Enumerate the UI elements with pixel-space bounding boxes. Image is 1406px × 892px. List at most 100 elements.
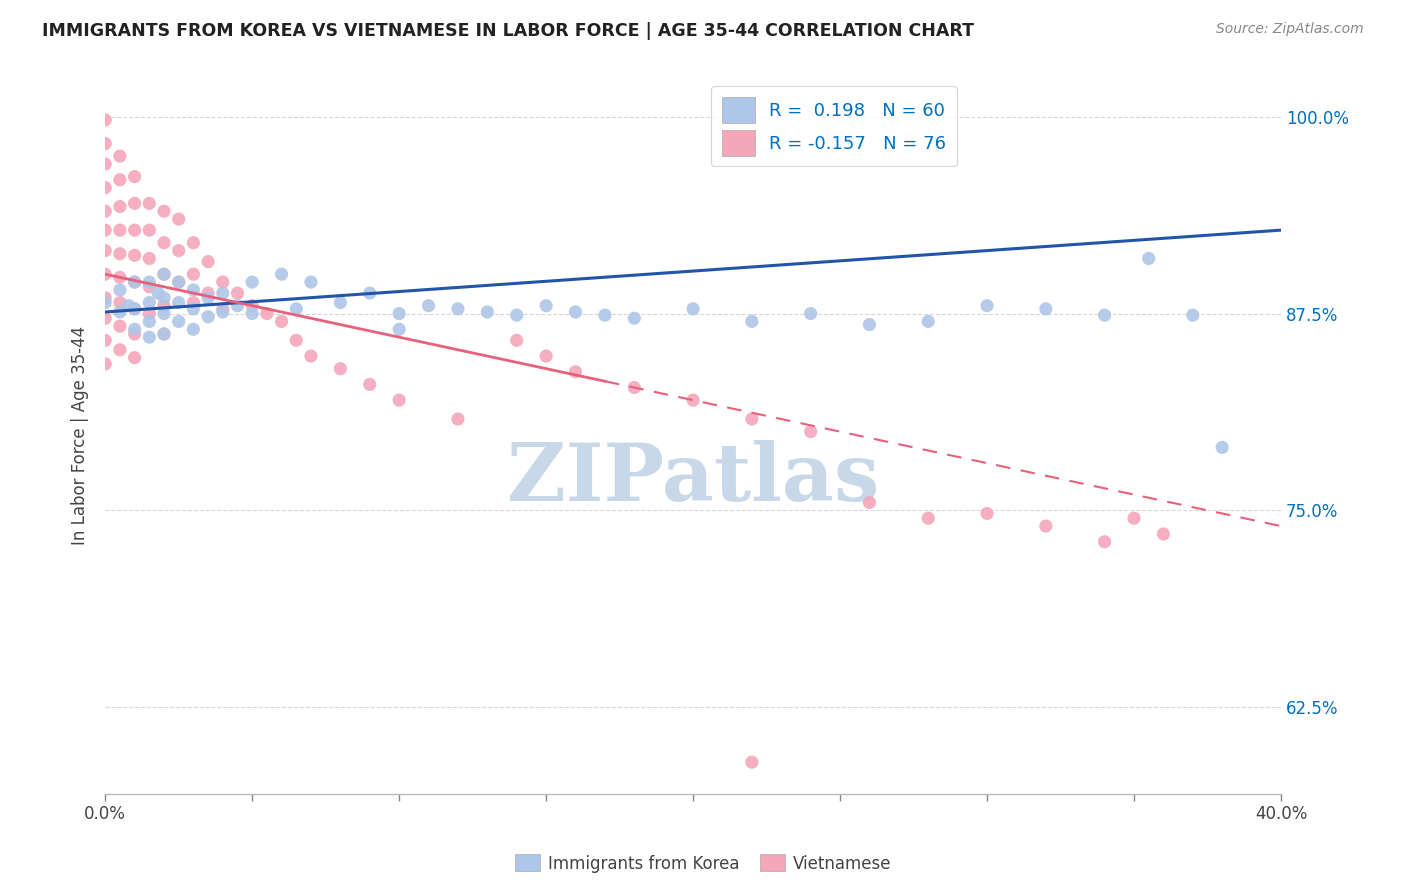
Point: [108, 305, 131, 319]
Point: [534, 299, 557, 313]
Point: [138, 295, 160, 310]
Legend: Immigrants from Korea, Vietnamese: Immigrants from Korea, Vietnamese: [508, 847, 898, 880]
Point: [506, 334, 529, 348]
Point: [94, 223, 117, 237]
Point: [94, 295, 117, 310]
Point: [108, 270, 131, 285]
Point: [153, 307, 176, 321]
Text: Source: ZipAtlas.com: Source: ZipAtlas.com: [1216, 22, 1364, 37]
Point: [124, 322, 146, 336]
Point: [1035, 301, 1057, 316]
Point: [623, 311, 645, 326]
Point: [593, 308, 616, 322]
Point: [94, 267, 117, 281]
Point: [534, 349, 557, 363]
Point: [94, 136, 117, 151]
Point: [146, 286, 169, 301]
Point: [917, 511, 939, 525]
Point: [94, 311, 117, 326]
Point: [124, 248, 146, 262]
Point: [124, 275, 146, 289]
Point: [153, 267, 176, 281]
Point: [388, 307, 411, 321]
Point: [256, 307, 278, 321]
Point: [153, 326, 176, 341]
Point: [138, 314, 160, 328]
Point: [623, 380, 645, 394]
Point: [1137, 252, 1160, 266]
Point: [240, 275, 263, 289]
Point: [167, 275, 190, 289]
Point: [197, 291, 219, 305]
Point: [138, 280, 160, 294]
Point: [211, 305, 233, 319]
Point: [167, 295, 190, 310]
Point: [124, 326, 146, 341]
Point: [167, 275, 190, 289]
Text: IMMIGRANTS FROM KOREA VS VIETNAMESE IN LABOR FORCE | AGE 35-44 CORRELATION CHART: IMMIGRANTS FROM KOREA VS VIETNAMESE IN L…: [42, 22, 974, 40]
Point: [477, 305, 499, 319]
Point: [270, 314, 292, 328]
Point: [359, 377, 381, 392]
Point: [153, 204, 176, 219]
Point: [94, 112, 117, 127]
Point: [329, 361, 352, 376]
Point: [1123, 511, 1146, 525]
Point: [183, 322, 205, 336]
Point: [138, 223, 160, 237]
Point: [108, 200, 131, 214]
Point: [138, 252, 160, 266]
Point: [94, 180, 117, 194]
Point: [197, 254, 219, 268]
Point: [447, 412, 470, 426]
Point: [124, 275, 146, 289]
Point: [682, 393, 704, 408]
Point: [108, 223, 131, 237]
Point: [138, 330, 160, 344]
Point: [108, 173, 131, 187]
Point: [976, 299, 998, 313]
Point: [506, 308, 529, 322]
Point: [167, 314, 190, 328]
Point: [118, 299, 141, 313]
Point: [226, 299, 249, 313]
Point: [108, 149, 131, 163]
Point: [1152, 527, 1174, 541]
Point: [976, 507, 998, 521]
Point: [153, 267, 176, 281]
Point: [285, 334, 308, 348]
Point: [183, 295, 205, 310]
Point: [299, 275, 322, 289]
Point: [917, 314, 939, 328]
Point: [741, 755, 763, 769]
Point: [153, 291, 176, 305]
Point: [183, 283, 205, 297]
Point: [211, 275, 233, 289]
Point: [138, 307, 160, 321]
Point: [299, 349, 322, 363]
Point: [153, 235, 176, 250]
Point: [124, 351, 146, 365]
Point: [94, 334, 117, 348]
Point: [240, 307, 263, 321]
Point: [211, 301, 233, 316]
Point: [94, 204, 117, 219]
Point: [94, 291, 117, 305]
Point: [197, 310, 219, 324]
Point: [167, 212, 190, 227]
Point: [108, 246, 131, 260]
Point: [153, 326, 176, 341]
Point: [1094, 534, 1116, 549]
Point: [447, 301, 470, 316]
Point: [183, 267, 205, 281]
Point: [138, 275, 160, 289]
Point: [197, 286, 219, 301]
Point: [1035, 519, 1057, 533]
Point: [359, 286, 381, 301]
Point: [388, 393, 411, 408]
Point: [108, 319, 131, 334]
Point: [329, 295, 352, 310]
Point: [124, 301, 146, 316]
Point: [108, 283, 131, 297]
Point: [108, 295, 131, 310]
